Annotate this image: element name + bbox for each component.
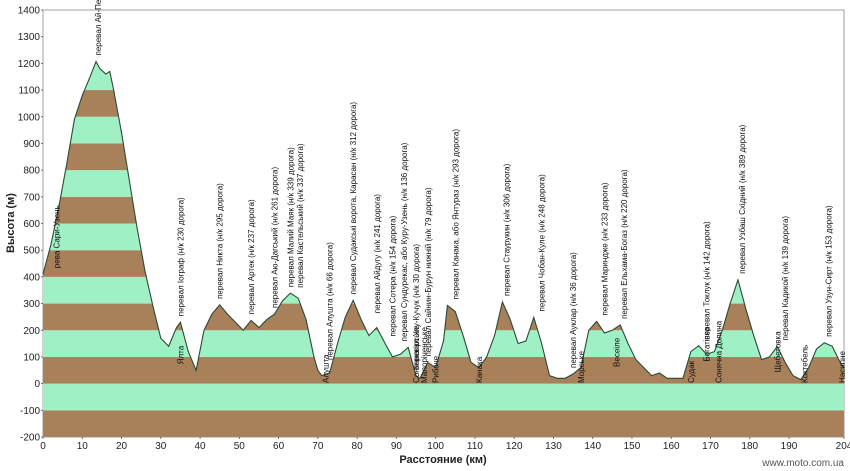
- y-tick-label: 1100: [18, 86, 40, 97]
- pass-annotation: перевал Айдугу (н/к 241 дорога): [373, 194, 382, 314]
- x-tick-label: 0: [40, 441, 46, 452]
- x-tick-label: 40: [194, 441, 206, 452]
- pass-annotation: Судак: [687, 360, 696, 383]
- y-tick-label: 200: [23, 326, 40, 337]
- x-tick-label: 140: [584, 441, 601, 452]
- pass-annotation: перевал Іограф (н/к 230 дорога): [176, 197, 185, 316]
- pass-annotation: перевал Узун-Сирт (н/к 153 дорога): [824, 205, 833, 337]
- x-tick-label: 130: [545, 441, 562, 452]
- y-tick-label: 0: [34, 379, 40, 390]
- pass-annotation: перевал Чобан-Куле (н/к 248 дорога): [538, 174, 547, 312]
- pass-annotation: перевал Сайнин-Бурун нижній (н/к 79 доро…: [424, 187, 433, 356]
- x-tick-label: 204: [836, 441, 850, 452]
- watermark: www.moto.com.ua: [762, 458, 844, 469]
- y-tick-label: 500: [23, 246, 40, 257]
- x-tick-label: 110: [467, 441, 483, 452]
- pass-annotation: перевал Ельхама-Богаз (н/к 220 дорога): [620, 169, 629, 319]
- elevation-band: [43, 356, 844, 384]
- pass-annotation: перевал Стаурукин (н/к 306 дорога): [502, 163, 511, 296]
- elevation-band: [43, 410, 844, 437]
- y-tick-label: 700: [23, 192, 40, 203]
- pass-annotation: Малоріченське: [420, 327, 429, 383]
- pass-annotation: Богатівка: [703, 327, 712, 362]
- y-tick-label: 800: [23, 166, 40, 177]
- elevation-band: [43, 383, 844, 411]
- pass-annotation: перевал Кадикой (н/к 139 дорога): [781, 216, 790, 341]
- y-tick-label: 900: [23, 139, 40, 150]
- pass-annotation: Коктебель: [801, 345, 810, 383]
- pass-annotation: перевал Сундурекас, або Куру-Узень (н/к …: [400, 142, 409, 341]
- x-tick-label: 70: [312, 441, 324, 452]
- y-tick-label: 1000: [18, 112, 41, 123]
- pass-annotation: Сонячногірське: [412, 325, 421, 383]
- pass-annotation: Насипне: [838, 351, 847, 383]
- pass-annotations: рева Сари-Узень перевал Ай-Петри верхній …: [53, 0, 847, 383]
- pass-annotation: перевал Артек (н/к 237 дорога): [247, 199, 256, 314]
- x-axis-ticks: 0 10 20 30 40 50 60 70 80 90 100 110 120 130 140 150 160…: [40, 437, 850, 452]
- pass-annotation: Морське: [577, 351, 586, 383]
- x-tick-label: 20: [116, 441, 128, 452]
- x-tick-label: 160: [663, 441, 680, 452]
- x-tick-label: 50: [234, 441, 246, 452]
- y-tick-label: -200: [20, 433, 40, 444]
- pass-annotation: Алушта: [322, 354, 331, 383]
- y-tick-label: 400: [23, 272, 40, 283]
- pass-annotation: перевал Малий Маяк (н/к 339 дорога): [286, 147, 295, 287]
- x-tick-label: 60: [273, 441, 285, 452]
- y-tick-label: 1200: [18, 59, 41, 70]
- y-tick-label: 1400: [18, 6, 41, 17]
- x-axis-title: Расстояние (км): [399, 454, 487, 466]
- x-tick-label: 170: [702, 441, 719, 452]
- pass-annotation: перевал Никта (н/к 295 дорога): [216, 183, 225, 299]
- pass-annotation: Весеіле: [612, 337, 621, 367]
- pass-annotation: перевал Алушта (н/к 66 дорога): [326, 242, 335, 360]
- y-tick-label: 600: [23, 219, 40, 230]
- y-axis-ticks: -200 -100 0 100 200 300 400 500 600 700 800 900 1000…: [18, 6, 43, 444]
- y-tick-label: -100: [20, 406, 40, 417]
- x-tick-label: 30: [155, 441, 167, 452]
- pass-annotation: перевал Токлук (н/к 142 дорога): [703, 221, 712, 340]
- x-tick-label: 100: [427, 441, 444, 452]
- y-tick-label: 300: [23, 299, 40, 310]
- x-tick-label: 190: [781, 441, 798, 452]
- pass-annotation: Сонячна Долина: [714, 320, 723, 383]
- pass-annotation: рева Сари-Узень: [53, 205, 62, 268]
- x-tick-label: 90: [391, 441, 403, 452]
- pass-annotation: перевал Улу-Кучук (н/к 30 дорога): [412, 244, 421, 370]
- pass-annotation: перевал Кастельський (н/к 337 дорога): [296, 143, 305, 288]
- pass-annotation: Рибаче: [432, 355, 441, 383]
- x-tick-label: 150: [624, 441, 641, 452]
- pass-annotation: перевал Ай-Петри верхній (н/к 1207 дорог…: [94, 0, 103, 56]
- pass-annotation: перевал Аю-Дагський (н/к 261 дорога): [271, 167, 280, 308]
- y-tick-label: 1300: [18, 32, 41, 43]
- pass-annotation: перевал Судакські ворота, Карасан (н/к 3…: [349, 102, 358, 295]
- pass-annotation: перевал Ауклар (н/к 36 дорога): [569, 252, 578, 368]
- pass-annotation: Ялта: [176, 345, 185, 364]
- y-tick-label: 100: [23, 352, 40, 363]
- pass-annotation: Щебетовка: [773, 331, 782, 372]
- x-tick-label: 80: [352, 441, 364, 452]
- x-tick-label: 10: [77, 441, 89, 452]
- pass-annotation: перевал Узбаш Східний (н/к 389 дорога): [738, 124, 747, 273]
- x-tick-label: 180: [741, 441, 758, 452]
- pass-annotation: перевал Мариндже (н/к 233 дорога): [600, 182, 609, 315]
- pass-annotation: Канака: [475, 356, 484, 383]
- pass-annotation: перевал Сотера (н/к 154 дорога): [388, 215, 397, 336]
- x-tick-label: 120: [506, 441, 523, 452]
- pass-annotation: перевал Канака, або Янтураз (н/к 293 дор…: [451, 129, 460, 300]
- y-axis-title: Высота (м): [5, 193, 17, 253]
- elevation-profile-line: [42, 60, 845, 381]
